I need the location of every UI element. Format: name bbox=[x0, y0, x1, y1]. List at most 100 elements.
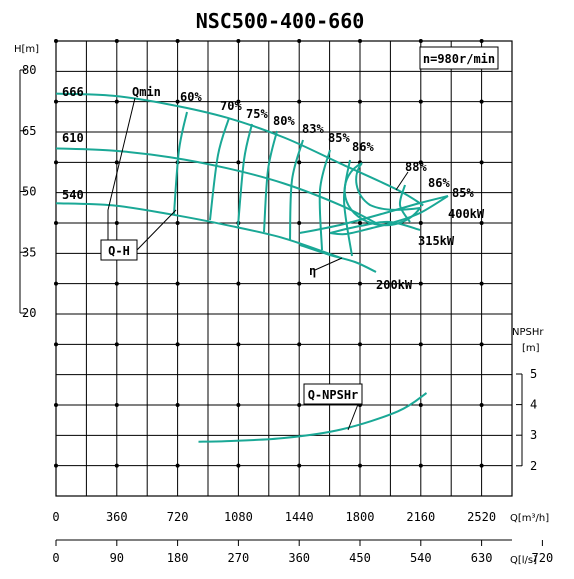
grid-dot bbox=[358, 281, 362, 286]
leader-lines bbox=[107, 97, 409, 431]
x-secondary-tick-label: 90 bbox=[110, 551, 124, 565]
eff-label-70: 70% bbox=[220, 99, 242, 113]
grid-dot bbox=[114, 39, 119, 43]
grid-dot bbox=[479, 99, 484, 104]
qh-label: Q-H bbox=[108, 244, 130, 258]
power-label-200: 200kW bbox=[376, 278, 413, 292]
grid bbox=[54, 39, 513, 497]
npsh-tick-label: 4 bbox=[530, 398, 537, 412]
eff-label-85: 85% bbox=[328, 131, 350, 145]
grid-dot bbox=[175, 281, 180, 286]
eta-leader bbox=[314, 257, 343, 271]
eff-line-83 bbox=[289, 139, 304, 241]
x-secondary-tick-label: 180 bbox=[167, 551, 189, 565]
npsh-tick-label: 3 bbox=[530, 428, 537, 442]
grid-dot bbox=[175, 39, 180, 43]
qh-leader bbox=[136, 209, 177, 251]
grid-dot bbox=[114, 281, 119, 286]
grid-dot bbox=[297, 403, 302, 407]
diameter-label-666: 666 bbox=[62, 85, 84, 99]
grid-dot bbox=[358, 39, 362, 43]
grid-dot bbox=[297, 221, 302, 225]
grid-dot bbox=[114, 221, 119, 225]
diameter-label-540: 540 bbox=[62, 188, 84, 202]
grid-dot bbox=[418, 221, 423, 225]
grid-dot bbox=[297, 463, 302, 468]
grid-dot bbox=[418, 403, 423, 407]
x-primary-tick-label: 2160 bbox=[406, 510, 435, 524]
npshr-curve bbox=[198, 392, 428, 443]
eff-line-75 bbox=[237, 123, 253, 227]
head-tick-label: 80 bbox=[22, 63, 36, 77]
head-tick-label: 50 bbox=[22, 185, 36, 199]
x-axis-secondary-label: Q[l/s] bbox=[510, 555, 537, 566]
grid-dot bbox=[114, 99, 119, 104]
qh-curve-610 bbox=[55, 147, 377, 224]
head-tick-label: 20 bbox=[22, 306, 36, 320]
eff-label-60: 60% bbox=[180, 90, 202, 104]
grid-dot bbox=[297, 342, 302, 347]
grid-dot bbox=[418, 39, 423, 43]
plot-frame bbox=[55, 40, 513, 497]
qnpshr-label: Q-NPSHr bbox=[308, 388, 359, 402]
power-label-400: 400kW bbox=[448, 207, 485, 221]
x-primary-tick-label: 720 bbox=[167, 510, 189, 524]
y-axis-npsh-label: NPSHr bbox=[512, 327, 544, 338]
eff88-leader bbox=[395, 171, 409, 191]
grid-dot bbox=[236, 281, 241, 286]
x-secondary-tick-label: 0 bbox=[52, 551, 59, 565]
x-secondary-tick-label: 720 bbox=[532, 551, 554, 565]
y-axis-head-label: H[m] bbox=[14, 44, 39, 55]
qh-curve-540 bbox=[55, 202, 342, 259]
grid-dot bbox=[479, 403, 484, 407]
grid-dot bbox=[358, 221, 362, 225]
grid-dot bbox=[175, 99, 180, 104]
eta-label: η bbox=[309, 264, 316, 278]
grid-dot bbox=[236, 39, 241, 43]
grid-dot bbox=[358, 99, 362, 104]
grid-dot bbox=[236, 342, 241, 347]
x-primary-tick-label: 1080 bbox=[224, 510, 253, 524]
diameter-label-610: 610 bbox=[62, 131, 84, 145]
y-axis-npsh-unit: [m] bbox=[522, 343, 540, 354]
eff-line-86 bbox=[342, 159, 353, 257]
grid-dot bbox=[418, 342, 423, 347]
npsh-tick-label: 2 bbox=[530, 459, 537, 473]
grid-dot bbox=[418, 99, 423, 104]
grid-dot bbox=[297, 39, 302, 43]
grid-dot bbox=[54, 281, 58, 286]
curves bbox=[55, 92, 449, 443]
eff-label-75: 75% bbox=[246, 107, 268, 121]
grid-dot bbox=[297, 160, 302, 165]
grid-dot bbox=[479, 463, 484, 468]
npsh-tick-label: 5 bbox=[530, 367, 537, 381]
grid-dot bbox=[418, 281, 423, 286]
grid-dot bbox=[54, 39, 58, 43]
grid-dot bbox=[236, 463, 241, 468]
x-secondary-tick-label: 540 bbox=[410, 551, 432, 565]
grid-dot bbox=[114, 342, 119, 347]
x-axis-primary-label: Q[m³/h] bbox=[510, 513, 549, 524]
x-primary-tick-label: 2520 bbox=[467, 510, 496, 524]
head-tick-label: 35 bbox=[22, 245, 36, 259]
qmin-leader bbox=[107, 97, 136, 240]
eff-label-86: 86% bbox=[352, 140, 374, 154]
head-tick-label: 65 bbox=[22, 124, 36, 138]
eff-label-86-right: 86% bbox=[428, 176, 450, 190]
x-secondary-tick-label: 630 bbox=[471, 551, 493, 565]
grid-dot bbox=[175, 403, 180, 407]
grid-dot bbox=[54, 221, 58, 225]
qh-curve-666 bbox=[55, 92, 424, 207]
x-primary-tick-label: 1440 bbox=[285, 510, 314, 524]
power-curve-400kW bbox=[299, 195, 449, 234]
eff-label-88: 88% bbox=[405, 160, 427, 174]
grid-dot bbox=[297, 99, 302, 104]
grid-dot bbox=[54, 99, 58, 104]
eff-island-88 bbox=[343, 162, 423, 227]
grid-dot bbox=[114, 160, 119, 165]
eff-label-80: 80% bbox=[273, 114, 295, 128]
grid-dot bbox=[418, 160, 423, 165]
grid-dot bbox=[114, 403, 119, 407]
